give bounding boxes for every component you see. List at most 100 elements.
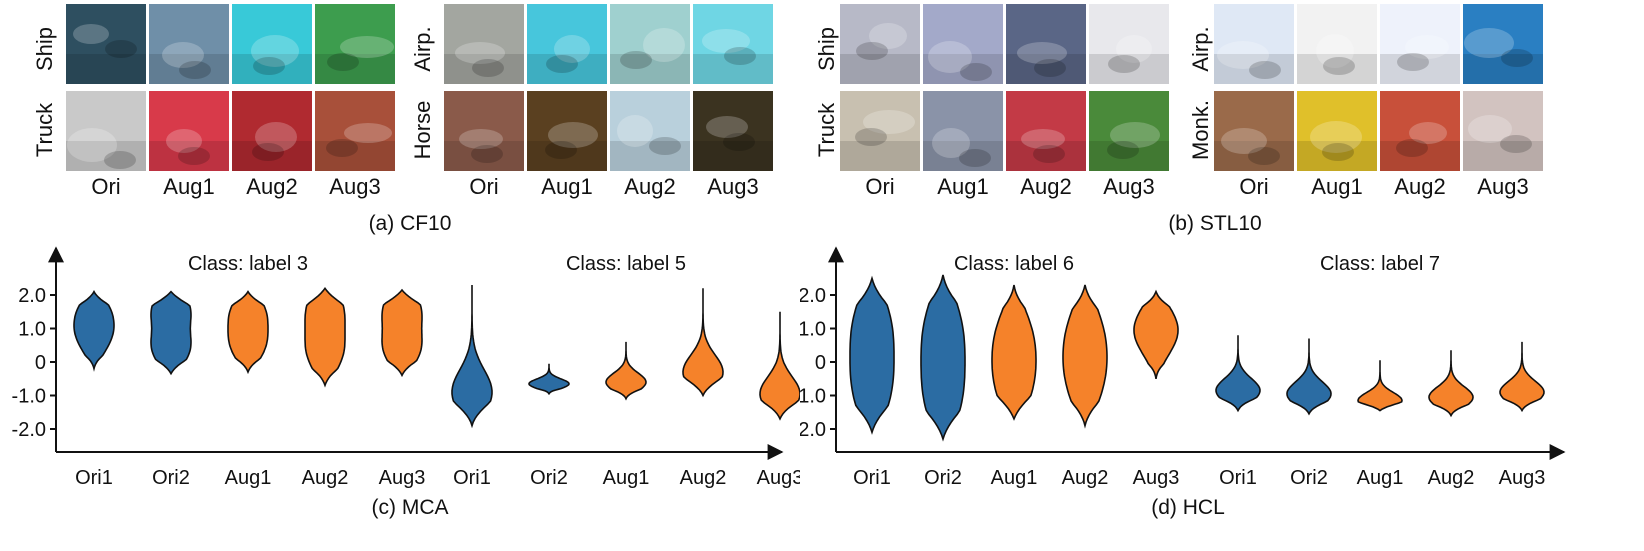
row-label-truck: Truck bbox=[814, 102, 839, 158]
violin-ori1 bbox=[849, 275, 895, 435]
violin-aug1 bbox=[227, 290, 269, 375]
x-tick-label: Ori1 bbox=[453, 467, 491, 489]
violin-aug1 bbox=[605, 341, 647, 401]
sample-image-thumbnail bbox=[315, 91, 395, 171]
sample-image-thumbnail bbox=[149, 4, 229, 84]
sample-image-thumbnail bbox=[1463, 4, 1543, 84]
sample-image-thumbnail bbox=[1214, 91, 1294, 171]
y-tick-label: 2.0 bbox=[18, 285, 46, 307]
col-label-aug2: Aug2 bbox=[1394, 174, 1446, 199]
violin-aug3 bbox=[759, 311, 800, 421]
violin-ori2 bbox=[528, 363, 570, 396]
y-tick-label: -2.0 bbox=[800, 419, 826, 441]
x-tick-label: Ori2 bbox=[152, 467, 190, 489]
group-title: Class: label 7 bbox=[1320, 253, 1440, 275]
row-label-ship: Ship bbox=[32, 26, 57, 72]
row-label-truck: Truck bbox=[32, 102, 57, 158]
violin-aug3 bbox=[1499, 341, 1545, 413]
col-label-aug3: Aug3 bbox=[707, 174, 759, 199]
row-label-airplane: Airp. bbox=[410, 26, 435, 72]
sample-image-thumbnail bbox=[610, 4, 690, 84]
row-label-ship: Ship bbox=[814, 26, 839, 72]
col-label-ori: Ori bbox=[91, 174, 121, 199]
x-tick-label: Aug2 bbox=[1428, 467, 1475, 489]
sample-image-thumbnail bbox=[232, 91, 312, 171]
row-label-airplane: Airp. bbox=[1188, 26, 1213, 72]
x-tick-label: Aug1 bbox=[603, 467, 650, 489]
caption-a: (a) CF10 bbox=[368, 212, 452, 235]
y-tick-label: 1.0 bbox=[18, 319, 46, 341]
col-label-aug1: Aug1 bbox=[1311, 174, 1363, 199]
col-label-ori: Ori bbox=[865, 174, 895, 199]
col-label-aug2: Aug2 bbox=[624, 174, 676, 199]
sample-image-thumbnail bbox=[693, 91, 773, 171]
x-tick-label: Aug2 bbox=[302, 467, 349, 489]
violin-aug2 bbox=[1428, 350, 1474, 418]
violin-aug3 bbox=[1133, 289, 1179, 379]
violin-aug2 bbox=[1062, 284, 1108, 429]
sample-image-thumbnail bbox=[315, 4, 395, 84]
sample-image-thumbnail bbox=[527, 4, 607, 84]
sample-image-thumbnail bbox=[610, 91, 690, 171]
group-title: Class: label 6 bbox=[954, 253, 1074, 275]
row-label-horse: Horse bbox=[410, 100, 435, 160]
violin-ori1 bbox=[451, 285, 493, 429]
sample-image-thumbnail bbox=[1463, 91, 1543, 171]
caption-b: (b) STL10 bbox=[1168, 212, 1262, 235]
sample-image-thumbnail bbox=[1297, 91, 1377, 171]
x-tick-label: Aug2 bbox=[1062, 467, 1109, 489]
violin-chart-mca: 2.0 1.0 0 -1.0 -2.0 Class: label 3 Ori1 Ori2 Aug… bbox=[12, 246, 800, 489]
x-tick-label: Ori1 bbox=[75, 467, 113, 489]
col-label-aug1: Aug1 bbox=[541, 174, 593, 199]
col-label-ori: Ori bbox=[469, 174, 499, 199]
violin-aug2 bbox=[682, 288, 724, 398]
caption-d: (d) HCL bbox=[1151, 496, 1225, 519]
y-tick-label: -1.0 bbox=[12, 386, 46, 408]
sample-image-thumbnail bbox=[693, 4, 773, 84]
y-tick-label: -1.0 bbox=[800, 386, 826, 408]
x-tick-label: Aug3 bbox=[379, 467, 426, 489]
violin-aug1 bbox=[991, 284, 1037, 421]
sample-image-thumbnail bbox=[149, 91, 229, 171]
violin-aug3 bbox=[381, 288, 423, 378]
sample-image-thumbnail bbox=[1380, 4, 1460, 84]
violin-aug1 bbox=[1357, 360, 1403, 412]
sample-image-thumbnail bbox=[527, 91, 607, 171]
violin-aug2 bbox=[304, 286, 346, 388]
group-title: Class: label 3 bbox=[188, 253, 308, 275]
y-tick-label: 2.0 bbox=[800, 285, 826, 307]
sample-image-thumbnail bbox=[232, 4, 312, 84]
x-tick-label: Ori2 bbox=[1290, 467, 1328, 489]
sample-image-thumbnail bbox=[923, 4, 1003, 84]
sample-image-thumbnail bbox=[1380, 91, 1460, 171]
col-label-aug3: Aug3 bbox=[1477, 174, 1529, 199]
col-label-aug3: Aug3 bbox=[1103, 174, 1155, 199]
violin-ori1 bbox=[73, 290, 115, 372]
y-tick-label: -2.0 bbox=[12, 419, 46, 441]
x-tick-label: Ori1 bbox=[853, 467, 891, 489]
sample-image-thumbnail bbox=[66, 4, 146, 84]
x-tick-label: Ori2 bbox=[530, 467, 568, 489]
x-tick-label: Aug1 bbox=[225, 467, 272, 489]
sample-image-thumbnail bbox=[1214, 4, 1294, 84]
violin-ori2 bbox=[920, 274, 966, 442]
violin-chart-hcl: 2.0 1.0 0 -1.0 -2.0 Class: label 6 Ori1 Ori2 Aug… bbox=[800, 246, 1566, 489]
row-label-monkey: Monk. bbox=[1188, 100, 1213, 160]
x-tick-label: Aug1 bbox=[991, 467, 1038, 489]
x-tick-label: Aug1 bbox=[1357, 467, 1404, 489]
sample-image-thumbnail bbox=[1089, 91, 1169, 171]
caption-c: (c) MCA bbox=[371, 496, 449, 519]
sample-image-thumbnail bbox=[66, 91, 146, 171]
x-tick-label: Aug3 bbox=[1499, 467, 1546, 489]
sample-image-thumbnail bbox=[1006, 91, 1086, 171]
col-label-aug1: Aug1 bbox=[937, 174, 989, 199]
x-tick-label: Aug2 bbox=[680, 467, 727, 489]
sample-image-thumbnail bbox=[1089, 4, 1169, 84]
y-tick-label: 0 bbox=[35, 352, 46, 374]
sample-image-thumbnail bbox=[444, 91, 524, 171]
sample-image-thumbnail bbox=[1297, 4, 1377, 84]
x-tick-label: Aug3 bbox=[1133, 467, 1180, 489]
col-label-aug3: Aug3 bbox=[329, 174, 381, 199]
sample-image-thumbnail bbox=[840, 91, 920, 171]
y-tick-label: 0 bbox=[815, 352, 826, 374]
